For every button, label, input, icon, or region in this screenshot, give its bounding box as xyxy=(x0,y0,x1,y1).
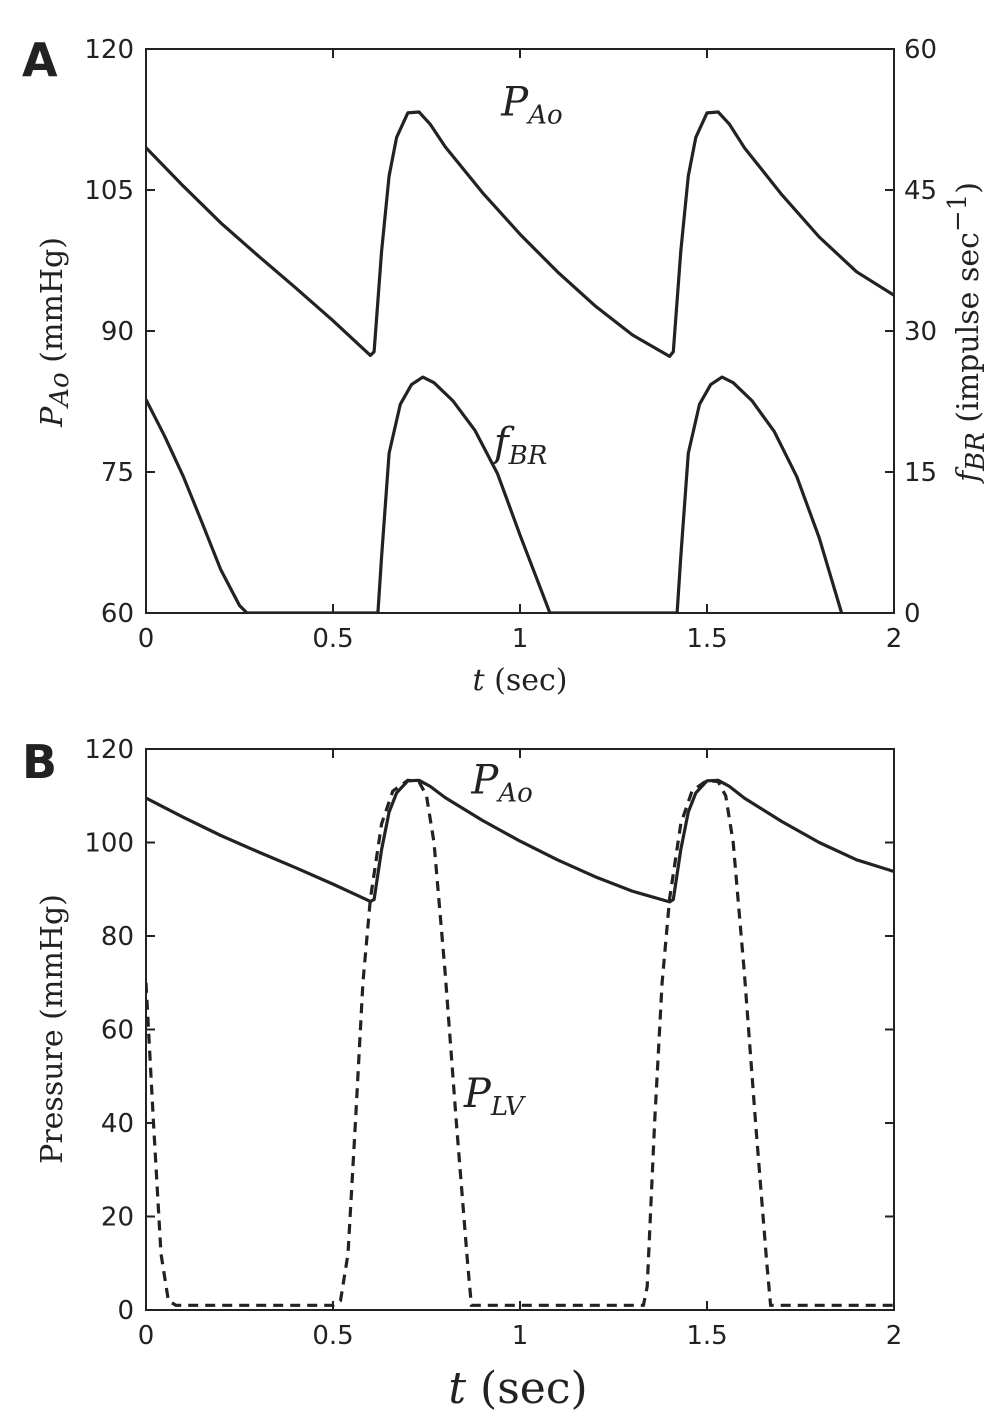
annotation-sub: Ao xyxy=(526,101,562,131)
panel-letter-b: B xyxy=(22,735,57,789)
y-tick-label: 120 xyxy=(84,735,134,765)
plot-frame xyxy=(145,48,895,614)
annotation-f-br: fBR xyxy=(491,420,548,471)
left-y-label-rest: (mmHg) xyxy=(35,237,70,372)
svg-text:t (sec): t (sec) xyxy=(448,1363,587,1414)
panel-a-plot-area xyxy=(146,110,894,613)
annotation-sub: LV xyxy=(490,1092,526,1122)
right-y-tick-label: 15 xyxy=(904,458,937,488)
y-tick-label: 100 xyxy=(84,829,134,859)
annotation-var: P xyxy=(463,1071,492,1117)
right-y-tick-label: 60 xyxy=(904,35,937,65)
left-y-label-sub: Ao xyxy=(45,372,75,408)
x-tick-label: 0 xyxy=(138,624,155,654)
annotation-var: P xyxy=(470,758,499,804)
x-label-var: t xyxy=(448,1363,466,1414)
y-tick-label: 60 xyxy=(101,599,134,629)
panel-a: A 0 0.5 1 1.5 2 60 75 90 105 120 0 15 30 45 60 t (sec)… xyxy=(22,33,991,698)
right-y-tick-label: 0 xyxy=(904,599,921,629)
y-tick-label: 80 xyxy=(101,922,134,952)
series-line-p-ao xyxy=(146,778,894,904)
series-line-p-ao xyxy=(146,110,894,358)
panel-a-x-axis-label: t (sec) xyxy=(473,663,568,698)
y-tick-label: 75 xyxy=(101,458,134,488)
annotation-p-lv: PLV xyxy=(463,1071,526,1122)
svg-text:PAo: PAo xyxy=(470,758,532,809)
svg-text:t (sec): t (sec) xyxy=(473,663,568,698)
right-y-tick-label: 30 xyxy=(904,317,937,347)
x-tick-label: 1 xyxy=(512,1321,529,1351)
x-label-rest: (sec) xyxy=(466,1363,588,1414)
x-tick-label: 2 xyxy=(886,624,903,654)
svg-text:PLV: PLV xyxy=(463,1071,526,1122)
svg-text:PAo (mmHg): PAo (mmHg) xyxy=(35,237,75,428)
svg-text:PAo: PAo xyxy=(500,80,562,131)
y-label: Pressure (mmHg) xyxy=(35,894,70,1164)
y-tick-label: 0 xyxy=(117,1296,134,1326)
panel-b-plot-area xyxy=(146,778,894,1307)
left-y-label-var: P xyxy=(35,406,70,428)
series-line-f-br xyxy=(146,375,844,613)
annotation-sub: Ao xyxy=(496,779,532,809)
panel-b-x-axis-label: t (sec) xyxy=(448,1363,587,1414)
panel-a-right-y-axis-label: fBR (impulse sec−1) xyxy=(943,182,991,484)
x-tick-label: 0.5 xyxy=(312,624,353,654)
x-tick-label: 0.5 xyxy=(312,1321,353,1351)
x-tick-label: 1 xyxy=(512,624,529,654)
right-y-tick-label: 45 xyxy=(904,176,937,206)
x-tick-label: 1.5 xyxy=(686,624,727,654)
y-tick-label: 60 xyxy=(101,1016,134,1046)
x-label-rest: (sec) xyxy=(485,663,568,698)
plot-frame xyxy=(145,748,895,1311)
x-label-var: t xyxy=(473,663,486,698)
y-tick-label: 120 xyxy=(84,35,134,65)
svg-text:fBR (impulse sec−1): fBR (impulse sec−1) xyxy=(943,182,991,484)
svg-text:fBR: fBR xyxy=(491,420,548,471)
panel-letter-a: A xyxy=(22,33,58,87)
y-tick-label: 105 xyxy=(84,176,134,206)
right-y-label-rest: (impulse sec xyxy=(951,232,986,432)
panel-b-y-axis-label: Pressure (mmHg) xyxy=(35,894,70,1164)
x-tick-label: 1.5 xyxy=(686,1321,727,1351)
right-y-label-sup: −1 xyxy=(943,194,973,232)
annotation-sub: BR xyxy=(508,441,548,471)
panel-a-left-y-axis-label: PAo (mmHg) xyxy=(35,237,75,428)
right-y-label-sub: BR xyxy=(961,432,991,472)
y-tick-label: 90 xyxy=(101,317,134,347)
y-tick-label: 40 xyxy=(101,1109,134,1139)
y-tick-label: 20 xyxy=(101,1203,134,1233)
x-tick-label: 0 xyxy=(138,1321,155,1351)
series-line-p-lv xyxy=(146,778,894,1307)
panel-a-ticks: 0 0.5 1 1.5 2 60 75 90 105 120 0 15 30 45 60 xyxy=(84,35,937,654)
x-tick-label: 2 xyxy=(886,1321,903,1351)
right-y-label-end: ) xyxy=(951,182,986,194)
annotation-p-ao-a: PAo xyxy=(500,80,562,131)
annotation-p-ao-b: PAo xyxy=(470,758,532,809)
annotation-var: P xyxy=(500,80,529,126)
